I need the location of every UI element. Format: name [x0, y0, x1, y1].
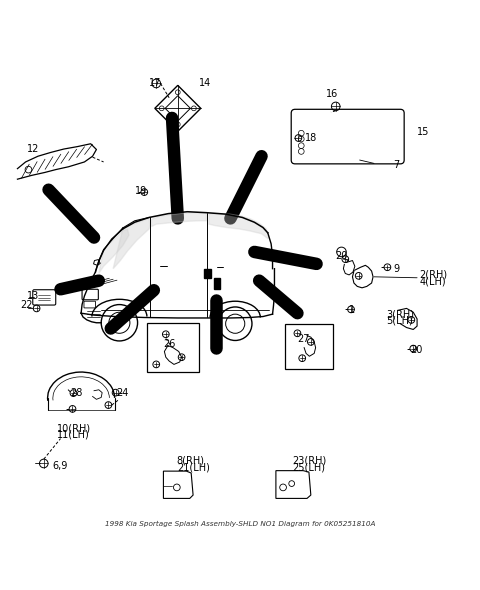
Polygon shape: [209, 214, 269, 238]
Polygon shape: [113, 218, 150, 268]
Text: 25(LH): 25(LH): [293, 463, 325, 473]
Text: 21(LH): 21(LH): [177, 463, 210, 473]
Text: 14: 14: [199, 78, 212, 88]
Text: 17: 17: [149, 78, 161, 88]
Text: 11(LH): 11(LH): [57, 430, 90, 440]
Text: 23(RH): 23(RH): [293, 455, 327, 465]
Bar: [286, 324, 333, 369]
Text: 18: 18: [305, 133, 317, 143]
Polygon shape: [99, 230, 129, 273]
Text: 15: 15: [417, 127, 430, 137]
Text: 9: 9: [393, 264, 399, 274]
Text: 1998 Kia Sportage Splash Assembly-SHLD NO1 Diagram for 0K05251810A: 1998 Kia Sportage Splash Assembly-SHLD N…: [105, 521, 375, 527]
Text: 24: 24: [117, 388, 129, 398]
Text: 22: 22: [20, 300, 32, 310]
Text: 20: 20: [336, 251, 348, 261]
Polygon shape: [214, 278, 220, 289]
Text: 2(RH): 2(RH): [420, 270, 448, 280]
Text: 19: 19: [135, 186, 147, 196]
Text: 26: 26: [163, 339, 176, 349]
Text: 27: 27: [298, 334, 310, 344]
Text: 16: 16: [326, 89, 338, 99]
Text: 10(RH): 10(RH): [57, 423, 91, 433]
Text: 28: 28: [70, 388, 83, 398]
Text: 12: 12: [27, 144, 39, 154]
Text: 20: 20: [410, 345, 422, 355]
Text: 3(RH): 3(RH): [386, 309, 414, 319]
Polygon shape: [152, 212, 206, 227]
Text: 4(LH): 4(LH): [420, 276, 446, 286]
Text: 13: 13: [27, 291, 39, 301]
Bar: [147, 323, 199, 372]
Text: 7: 7: [393, 160, 399, 170]
Text: 6,9: 6,9: [52, 461, 68, 471]
Polygon shape: [204, 268, 211, 278]
Text: 8(RH): 8(RH): [177, 455, 205, 465]
Text: 1: 1: [349, 305, 355, 315]
Text: 5(LH): 5(LH): [386, 316, 413, 326]
